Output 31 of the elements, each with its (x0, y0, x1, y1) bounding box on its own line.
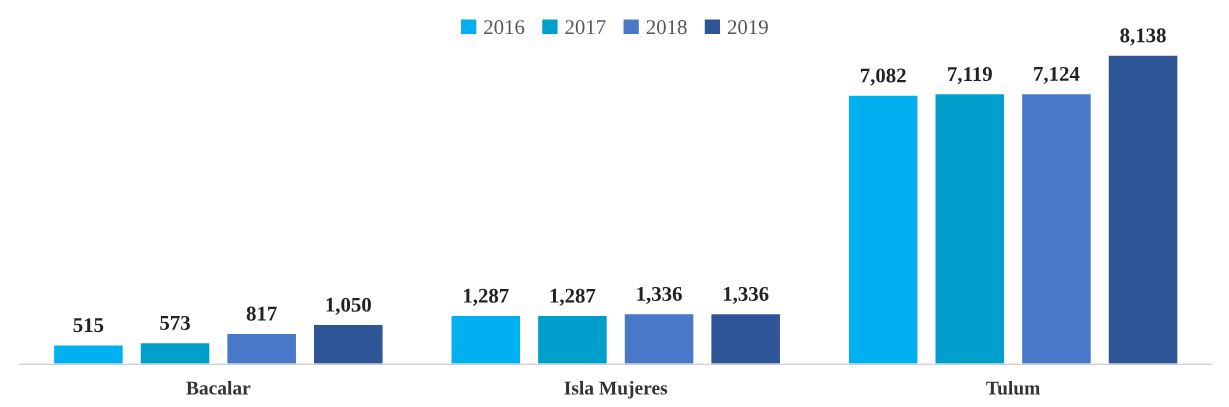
data-label: 1,287 (550, 288, 596, 306)
data-label: 7,119 (948, 67, 992, 85)
data-label: 573 (160, 315, 190, 330)
data-label: 7,082 (860, 68, 906, 86)
bar (226, 332, 298, 365)
data-label: 1,336 (723, 286, 769, 304)
legend-label: 2017 (565, 20, 606, 35)
bar (139, 341, 211, 365)
bar (847, 94, 919, 365)
bar (934, 92, 1006, 365)
bar (623, 312, 695, 365)
bar (1020, 92, 1093, 365)
x-tick-label: Isla Mujeres (564, 380, 668, 399)
data-label: 8,138 (1120, 28, 1166, 46)
data-label: 1,287 (464, 288, 509, 306)
bar (450, 314, 522, 365)
bar (536, 314, 609, 365)
bar (312, 323, 384, 365)
legend-label: 2018 (646, 20, 687, 35)
legend-label: 2019 (727, 20, 768, 35)
bar (710, 312, 782, 365)
data-label: 1,336 (637, 286, 682, 304)
data-label: 7,124 (1034, 66, 1080, 84)
data-label: 515 (73, 318, 104, 333)
bar (1107, 54, 1179, 365)
data-label: 817 (246, 306, 277, 321)
data-label: 1,050 (326, 297, 371, 315)
x-tick-label: Bacalar (186, 380, 251, 395)
x-tick-label: Tulum (986, 380, 1040, 395)
bar (52, 343, 125, 365)
legend-label: 2016 (484, 20, 525, 35)
